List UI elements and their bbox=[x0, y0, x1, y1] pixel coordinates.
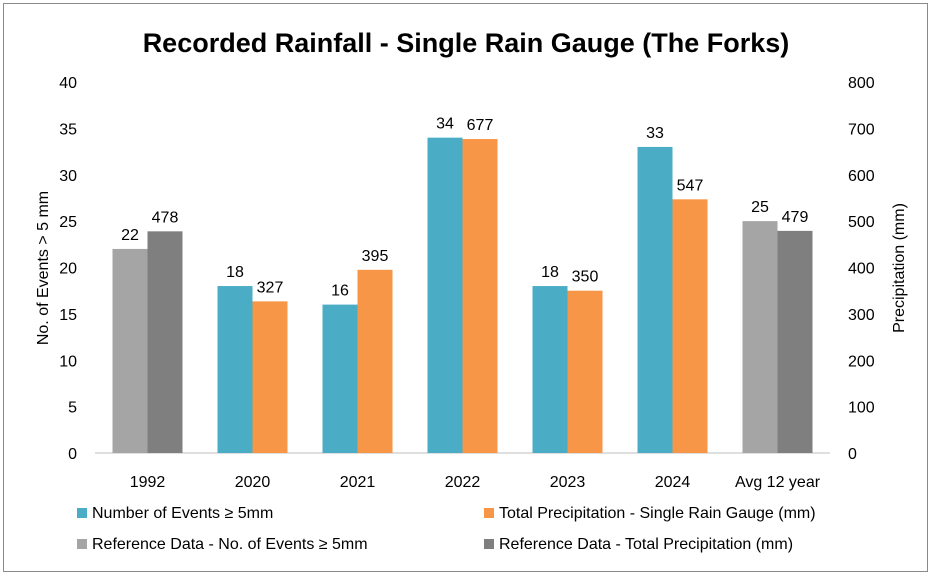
bar-reference-data-no-of-events-5mm-1992 bbox=[112, 248, 148, 453]
legend-swatch-number-of-events-5mm bbox=[77, 508, 87, 518]
y-right-tick-0: 0 bbox=[848, 446, 857, 463]
data-label-total-precipitation-single-rain-gauge-mm-2024: 547 bbox=[677, 177, 704, 194]
chart-title: Recorded Rainfall - Single Rain Gauge (T… bbox=[143, 28, 790, 58]
legend-label-total-precipitation-single-rain-gauge-mm: Total Precipitation - Single Rain Gauge … bbox=[499, 505, 816, 522]
legend-label-reference-data-no-of-events-5mm: Reference Data - No. of Events ≥ 5mm bbox=[92, 536, 368, 553]
y-left-tick-5: 5 bbox=[68, 400, 77, 417]
data-label-reference-data-no-of-events-5mm-avg-12-year: 25 bbox=[751, 199, 769, 216]
legend-label-number-of-events-5mm: Number of Events ≥ 5mm bbox=[92, 505, 273, 522]
x-tick-2024: 2024 bbox=[655, 474, 691, 491]
bar-reference-data-no-of-events-5mm-avg-12-year bbox=[742, 221, 778, 453]
y-left-tick-20: 20 bbox=[59, 261, 77, 278]
x-tick-1992: 1992 bbox=[130, 474, 166, 491]
y-right-tick-800: 800 bbox=[848, 75, 875, 92]
bar-number-of-events-5mm-2021 bbox=[322, 304, 358, 453]
bar-total-precipitation-single-rain-gauge-mm-2020 bbox=[252, 301, 288, 453]
bars bbox=[112, 137, 813, 454]
data-label-reference-data-no-of-events-5mm-1992: 22 bbox=[121, 227, 139, 244]
legend: Number of Events ≥ 5mm Total Precipitatio… bbox=[77, 505, 816, 553]
data-label-reference-data-total-precipitation-mm-1992: 478 bbox=[152, 209, 179, 226]
legend-swatch-reference-data-total-precipitation-mm bbox=[484, 539, 494, 549]
data-label-reference-data-total-precipitation-mm-avg-12-year: 479 bbox=[782, 209, 809, 226]
x-tick-2020: 2020 bbox=[235, 474, 271, 491]
x-tick-2023: 2023 bbox=[550, 474, 586, 491]
data-label-number-of-events-5mm-2021: 16 bbox=[331, 283, 349, 300]
y-left-tick-40: 40 bbox=[59, 75, 77, 92]
data-label-number-of-events-5mm-2020: 18 bbox=[226, 264, 244, 281]
data-label-number-of-events-5mm-2024: 33 bbox=[646, 125, 664, 142]
y-left-tick-30: 30 bbox=[59, 168, 77, 185]
y-right-tick-400: 400 bbox=[848, 261, 875, 278]
y-axis-left-label: No. of Events > 5 mm bbox=[35, 191, 52, 345]
data-label-number-of-events-5mm-2022: 34 bbox=[436, 116, 454, 133]
y-right-tick-300: 300 bbox=[848, 307, 875, 324]
bar-number-of-events-5mm-2022 bbox=[427, 137, 463, 453]
data-label-number-of-events-5mm-2023: 18 bbox=[541, 264, 559, 281]
bar-reference-data-total-precipitation-mm-avg-12-year bbox=[777, 230, 813, 453]
y-left-tick-15: 15 bbox=[59, 307, 77, 324]
y-right-tick-200: 200 bbox=[848, 353, 875, 370]
bar-reference-data-total-precipitation-mm-1992 bbox=[147, 231, 183, 453]
data-label-total-precipitation-single-rain-gauge-mm-2022: 677 bbox=[467, 117, 494, 134]
y-left-tick-35: 35 bbox=[59, 121, 77, 138]
bar-total-precipitation-single-rain-gauge-mm-2022 bbox=[462, 139, 498, 453]
bar-total-precipitation-single-rain-gauge-mm-2023 bbox=[567, 290, 603, 453]
x-tick-2021: 2021 bbox=[340, 474, 376, 491]
right-axis-ticks: 0 100 200 300 400 500 600 700 800 bbox=[848, 75, 875, 463]
y-right-tick-100: 100 bbox=[848, 400, 875, 417]
bar-total-precipitation-single-rain-gauge-mm-2021 bbox=[357, 269, 393, 453]
y-right-tick-500: 500 bbox=[848, 214, 875, 231]
left-axis-ticks: 0 5 10 15 20 25 30 35 40 bbox=[59, 75, 77, 463]
bar-number-of-events-5mm-2020 bbox=[217, 286, 253, 453]
bar-number-of-events-5mm-2023 bbox=[532, 286, 568, 453]
y-left-tick-10: 10 bbox=[59, 353, 77, 370]
y-axis-right-label: Precipitation (mm) bbox=[891, 203, 908, 333]
bar-labels: 22 478 18 327 16 395 34 677 18 350 33 547 25 479 bbox=[121, 116, 808, 300]
y-left-tick-25: 25 bbox=[59, 214, 77, 231]
data-label-total-precipitation-single-rain-gauge-mm-2020: 327 bbox=[257, 279, 284, 296]
x-tick-avg-12-year: Avg 12 year bbox=[735, 474, 821, 491]
y-left-tick-0: 0 bbox=[68, 446, 77, 463]
data-label-total-precipitation-single-rain-gauge-mm-2021: 395 bbox=[362, 248, 389, 265]
x-axis-ticks: 1992 2020 2021 2022 2023 2024 Avg 12 year bbox=[130, 474, 821, 491]
bar-number-of-events-5mm-2024 bbox=[637, 146, 673, 454]
x-tick-2022: 2022 bbox=[445, 474, 481, 491]
y-right-tick-600: 600 bbox=[848, 168, 875, 185]
data-label-total-precipitation-single-rain-gauge-mm-2023: 350 bbox=[572, 269, 599, 286]
legend-label-reference-data-total-precipitation-mm: Reference Data - Total Precipitation (mm… bbox=[499, 536, 793, 553]
y-right-tick-700: 700 bbox=[848, 121, 875, 138]
bar-total-precipitation-single-rain-gauge-mm-2024 bbox=[672, 199, 708, 453]
legend-swatch-reference-data-no-of-events-5mm bbox=[77, 539, 87, 549]
legend-swatch-total-precipitation-single-rain-gauge-mm bbox=[484, 508, 494, 518]
